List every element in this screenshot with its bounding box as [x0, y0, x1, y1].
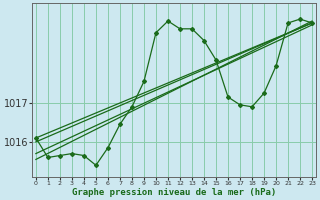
X-axis label: Graphe pression niveau de la mer (hPa): Graphe pression niveau de la mer (hPa)	[72, 188, 276, 197]
